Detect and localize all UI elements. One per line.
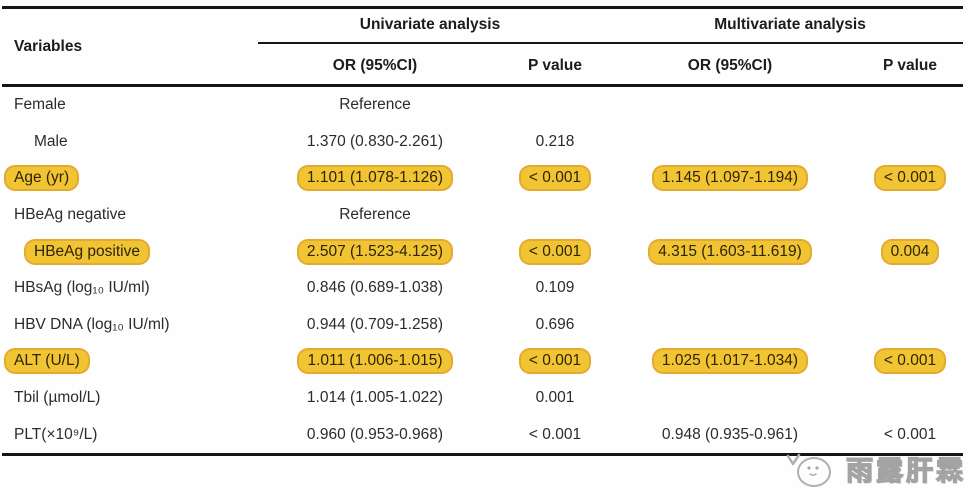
or-univariate-cell: 1.011 (1.006-1.015) [250, 350, 500, 373]
or-univariate-cell: 1.014 (1.005-1.022) [306, 389, 444, 407]
group-header-multivariate: Multivariate analysis [714, 16, 866, 33]
or-univariate-cell: 0.944 (0.709-1.258) [306, 315, 444, 333]
or-univariate-cell: 1.370 (0.830-2.261) [306, 132, 444, 150]
highlight-pill: 1.011 (1.006-1.015) [299, 350, 451, 373]
or-univariate-cell: Reference [339, 96, 411, 114]
pvalue-univariate-cell: < 0.001 [500, 350, 610, 373]
pvalue-univariate-cell: < 0.001 [528, 425, 582, 443]
pvalue-multivariate-cell: < 0.001 [850, 167, 970, 190]
watermark: 雨露肝霖 [784, 448, 966, 488]
variable-cell: Tbil (µmol/L) [14, 389, 101, 407]
pvalue-univariate-cell: 0.001 [535, 389, 575, 407]
or-multivariate-cell: 1.025 (1.017-1.034) [610, 350, 850, 373]
highlight-pill: 1.145 (1.097-1.194) [653, 167, 807, 190]
or-multivariate-cell: 1.145 (1.097-1.194) [610, 167, 850, 190]
pvalue-univariate-cell: 0.696 [535, 315, 575, 333]
highlight-pill: < 0.001 [875, 167, 945, 190]
pvalue-univariate-cell: < 0.001 [500, 167, 610, 190]
variable-cell: Age (yr) [0, 167, 250, 190]
or-univariate-cell: 0.960 (0.953-0.968) [306, 425, 444, 443]
variable-cell: HBeAg negative [14, 206, 127, 224]
highlight-pill: < 0.001 [520, 167, 590, 190]
table-row-age-highlighted: Age (yr) 1.101 (1.078-1.126) < 0.001 1.1… [0, 160, 970, 197]
header-divider-rule [2, 84, 963, 87]
or-multivariate-cell: 0.948 (0.935-0.961) [661, 425, 799, 443]
highlight-pill: < 0.001 [520, 350, 590, 373]
or-multivariate-cell: 4.315 (1.603-11.619) [610, 240, 850, 263]
group-header-underline [258, 42, 963, 44]
table-row-male: Male 1.370 (0.830-2.261) 0.218 [0, 124, 970, 161]
column-header-variables: Variables [14, 37, 83, 55]
variable-cell: ALT (U/L) [0, 350, 250, 373]
pvalue-multivariate-cell: < 0.001 [883, 425, 937, 443]
table-row-plt: PLT(×10⁹/L) 0.960 (0.953-0.968) < 0.001 … [0, 416, 970, 453]
pvalue-univariate-cell: 0.109 [535, 279, 575, 297]
pvalue-univariate-cell: 0.218 [535, 132, 575, 150]
highlight-pill: 0.004 [882, 240, 938, 263]
highlight-pill: < 0.001 [520, 240, 590, 263]
highlight-pill: Age (yr) [6, 167, 78, 190]
table-row-hbeag-negative: HBeAg negative Reference [0, 197, 970, 234]
highlight-pill: 2.507 (1.523-4.125) [298, 240, 452, 263]
variable-cell: HBsAg (log₁₀ IU/ml) [14, 279, 150, 297]
table-row-hbsag: HBsAg (log₁₀ IU/ml) 0.846 (0.689-1.038) … [0, 270, 970, 307]
highlight-pill: 4.315 (1.603-11.619) [650, 240, 810, 263]
mascot-icon [786, 453, 831, 487]
top-rule [2, 6, 963, 9]
highlight-pill: 1.101 (1.078-1.126) [298, 167, 452, 190]
table-body: Female Reference Male 1.370 (0.830-2.261… [0, 87, 970, 453]
table-row-female: Female Reference [0, 87, 970, 124]
table-row-alt-highlighted: ALT (U/L) 1.011 (1.006-1.015) < 0.001 1.… [0, 343, 970, 380]
subheader-or-multivariate: OR (95%CI) [687, 57, 773, 74]
or-univariate-cell: 1.101 (1.078-1.126) [250, 167, 500, 190]
subheader-pvalue-multivariate: P value [882, 57, 937, 74]
group-header-univariate: Univariate analysis [359, 16, 501, 33]
variable-cell: Male [34, 132, 68, 150]
variable-cell: Female [14, 96, 66, 114]
watermark-text: 雨露肝霖 [845, 455, 966, 486]
pvalue-multivariate-cell: 0.004 [850, 240, 970, 263]
bottom-rule [2, 453, 963, 456]
table-row-tbil: Tbil (µmol/L) 1.014 (1.005-1.022) 0.001 [0, 380, 970, 417]
highlight-pill: 1.025 (1.017-1.034) [653, 350, 807, 373]
variable-cell: HBV DNA (log₁₀ IU/ml) [14, 315, 170, 333]
pvalue-univariate-cell: < 0.001 [500, 240, 610, 263]
pvalue-multivariate-cell: < 0.001 [850, 350, 970, 373]
highlight-pill: HBeAg positive [26, 240, 148, 263]
table-row-hbv-dna: HBV DNA (log₁₀ IU/ml) 0.944 (0.709-1.258… [0, 307, 970, 344]
or-univariate-cell: 2.507 (1.523-4.125) [250, 240, 500, 263]
variable-cell: HBeAg positive [0, 240, 250, 263]
subheader-pvalue-univariate: P value [527, 57, 582, 74]
or-univariate-cell: 0.846 (0.689-1.038) [306, 279, 444, 297]
variable-cell: PLT(×10⁹/L) [14, 425, 98, 443]
table-row-hbeag-positive-highlighted: HBeAg positive 2.507 (1.523-4.125) < 0.0… [0, 233, 970, 270]
subheader-or-univariate: OR (95%CI) [332, 57, 418, 74]
highlight-pill: < 0.001 [875, 350, 945, 373]
or-univariate-cell: Reference [339, 206, 411, 224]
highlight-pill: ALT (U/L) [6, 350, 88, 373]
